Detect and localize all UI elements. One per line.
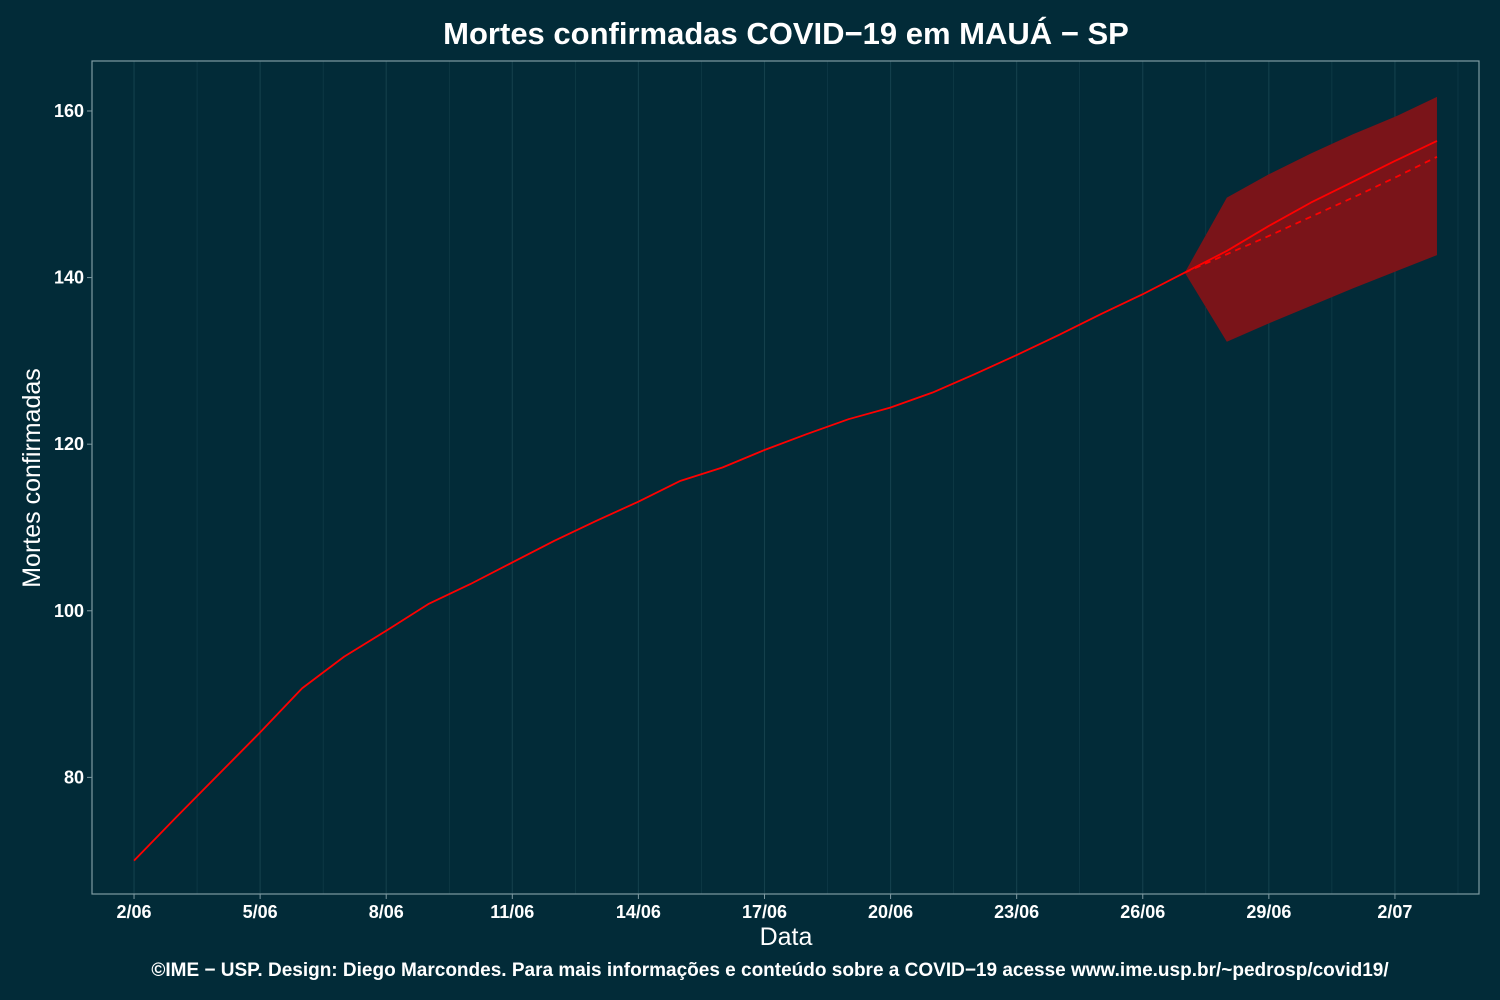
- x-tick-label: 11/06: [490, 902, 534, 922]
- chart-title: Mortes confirmadas COVID−19 em MAUÁ − SP: [443, 16, 1129, 51]
- series-line: [133, 140, 1438, 862]
- y-tick-label: 120: [54, 434, 84, 454]
- y-tick-label: 80: [64, 767, 84, 787]
- x-tick-label: 2/07: [1377, 902, 1412, 922]
- x-tick-label: 17/06: [742, 902, 787, 922]
- x-tick-label: 29/06: [1246, 902, 1291, 922]
- plot-panel-border: [91, 60, 1480, 895]
- x-tick-label: 5/06: [243, 902, 278, 922]
- x-tick-label: 23/06: [994, 902, 1039, 922]
- chart-caption: ©IME − USP. Design: Diego Marcondes. Par…: [151, 960, 1389, 981]
- x-tick-label: 2/06: [117, 902, 152, 922]
- x-axis: 2/06 5/06 8/06 11/06 14/06 17/06 20/06 23/06 26/…: [117, 894, 1412, 922]
- x-tick-label: 26/06: [1120, 902, 1165, 922]
- x-tick-label: 14/06: [616, 902, 661, 922]
- prediction-band: [1184, 96, 1437, 342]
- x-axis-title: Data: [760, 923, 813, 951]
- x-tick-label: 8/06: [369, 902, 404, 922]
- grid: [133, 61, 1459, 894]
- y-tick-label: 140: [54, 268, 84, 288]
- x-tick-label: 20/06: [868, 902, 913, 922]
- y-axis-title: Mortes confirmadas: [18, 368, 46, 588]
- prediction-band-layer: [1184, 96, 1437, 342]
- series-line-dashed: [1184, 155, 1438, 274]
- y-tick-label: 160: [54, 101, 84, 121]
- y-tick-label: 100: [54, 601, 84, 621]
- series-layer: [133, 140, 1438, 862]
- y-axis: 80 100 120 140 160: [54, 101, 92, 787]
